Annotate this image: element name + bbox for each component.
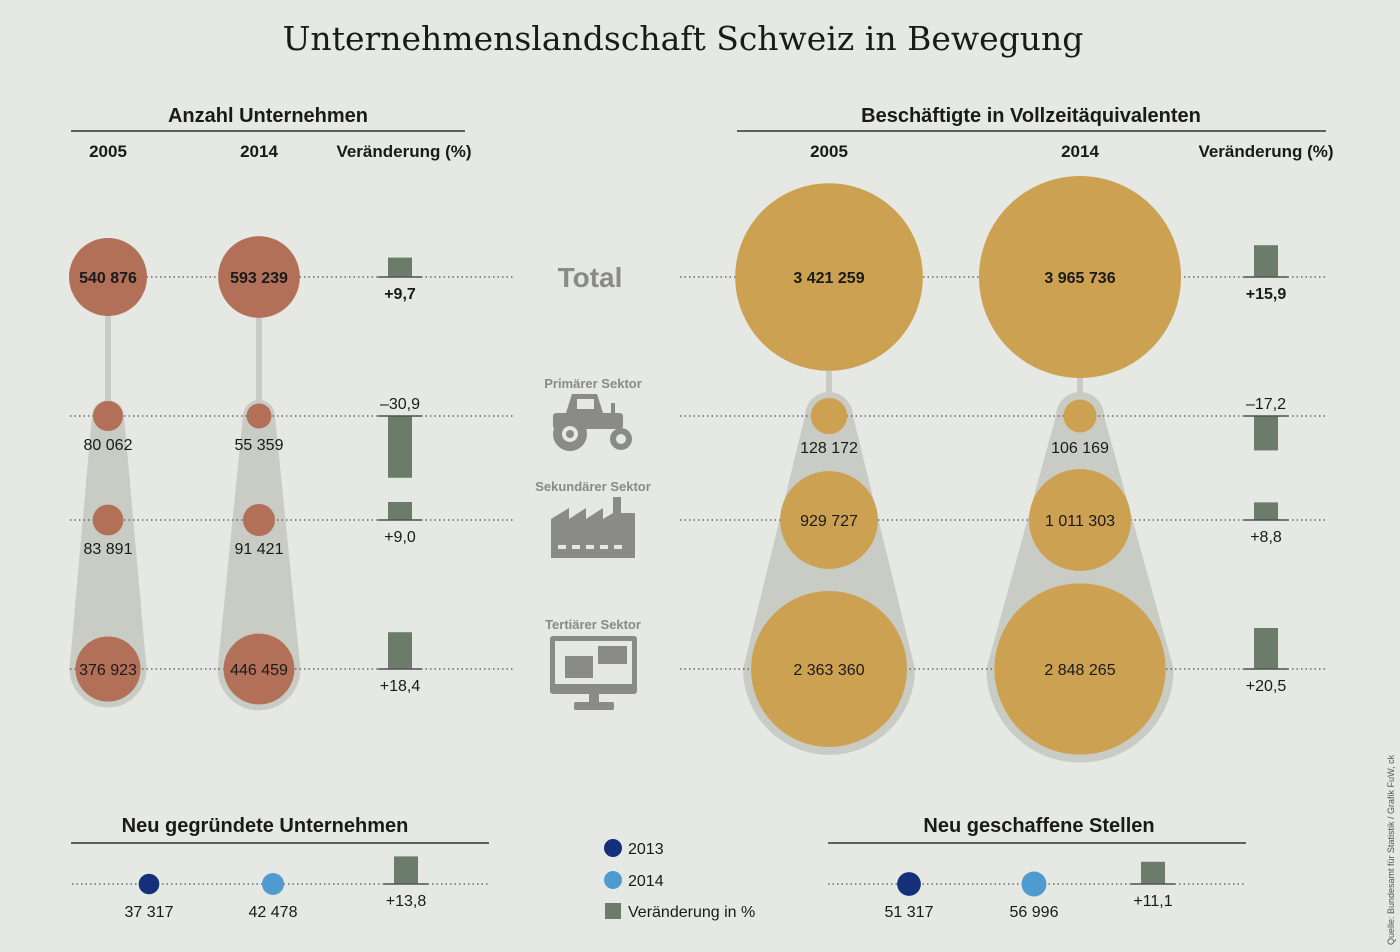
value-firms-2005-3: 376 923	[79, 662, 137, 679]
change-bar-firms-1	[388, 416, 412, 478]
value-jobs-2014-1: 106 169	[1051, 440, 1109, 457]
legend-label-change: Veränderung in %	[628, 904, 755, 921]
change-label-new-jobs: +11,1	[1133, 893, 1172, 910]
bubble-jobs-2014-1	[1063, 399, 1097, 433]
bubble-jobs-2005-0	[735, 183, 923, 371]
bubble-jobs-2005-2	[780, 471, 878, 569]
value-new-jobs-2014: 56 996	[1010, 904, 1059, 921]
change-bars-layer	[378, 245, 1288, 885]
bubble-firms-2014-2	[242, 503, 276, 537]
change-label-firms-0: +9,7	[384, 286, 416, 303]
change-label-firms-1: –30,9	[380, 396, 420, 413]
value-jobs-2005-2: 929 727	[800, 513, 858, 530]
value-new-jobs-2013: 51 317	[885, 904, 934, 921]
firms-col-2005: 2005	[89, 142, 127, 161]
value-new-firms-2013: 37 317	[125, 904, 174, 921]
change-bar-firms-0	[388, 257, 412, 277]
value-jobs-2005-1: 128 172	[800, 440, 858, 457]
bubble-jobs-2014-2	[1028, 468, 1132, 572]
change-bar-firms-3	[388, 632, 412, 669]
jobs-col-change: Veränderung (%)	[1198, 142, 1333, 161]
connector-capsule-firms-2005	[69, 400, 147, 708]
new-jobs-heading: Neu geschaffene Stellen	[923, 815, 1154, 837]
value-firms-2014-0: 593 239	[230, 270, 288, 287]
firms-heading: Anzahl Unternehmen	[168, 105, 368, 127]
labels-layer: 540 876 80 062 83 891 376 923 593 239 55 359 9…	[79, 270, 1286, 921]
bubble-jobs-2005-3	[751, 591, 907, 747]
change-label-jobs-3: +20,5	[1246, 678, 1287, 695]
value-jobs-2014-0: 3 965 736	[1044, 270, 1115, 287]
source-note: Quelle: Bundesamt für Statistik / Grafik…	[1386, 754, 1396, 945]
row-label-total: Total	[558, 262, 623, 293]
bubble-firms-2014-1	[246, 403, 272, 429]
jobs-heading: Beschäftigte in Vollzeitäquivalenten	[861, 105, 1201, 127]
jobs-col-2014: 2014	[1061, 142, 1099, 161]
value-jobs-2014-2: 1 011 303	[1045, 513, 1115, 530]
change-label-jobs-0: +15,9	[1246, 286, 1287, 303]
value-firms-2005-1: 80 062	[84, 437, 133, 454]
bubble-jobs-2014-0	[979, 176, 1181, 378]
legend: 2013 2014 Veränderung in %	[604, 839, 755, 921]
bubble-jobs-2014-3	[994, 583, 1166, 755]
bubble-firms-2005-3	[75, 636, 141, 702]
value-firms-2014-1: 55 359	[235, 437, 284, 454]
change-label-firms-2: +9,0	[384, 529, 416, 546]
bubble-new-firms-2013	[138, 873, 160, 895]
connector-stem-jobs-2014	[1077, 376, 1083, 400]
change-label-jobs-1: –17,2	[1246, 396, 1286, 413]
change-bar-new-jobs	[1141, 861, 1165, 884]
connector-capsule-firms-2014	[217, 400, 301, 711]
value-new-firms-2014: 42 478	[249, 904, 298, 921]
connector-stem-firms-2005	[105, 314, 111, 404]
change-label-firms-3: +18,4	[380, 678, 421, 695]
jobs-col-2005: 2005	[810, 142, 848, 161]
change-bar-jobs-2	[1254, 502, 1278, 520]
factory-icon	[551, 497, 635, 558]
new-firms-heading: Neu gegründete Unternehmen	[122, 815, 409, 837]
value-firms-2005-0: 540 876	[79, 270, 137, 287]
value-jobs-2014-3: 2 848 265	[1044, 662, 1115, 679]
change-bar-jobs-1	[1254, 416, 1278, 451]
bubble-jobs-2005-1	[810, 397, 848, 435]
bubble-new-jobs-2014	[1021, 871, 1047, 897]
value-jobs-2005-0: 3 421 259	[793, 270, 864, 287]
bubbles-layer	[69, 176, 1181, 897]
bubble-firms-2005-0	[69, 238, 147, 316]
change-bar-jobs-3	[1254, 628, 1278, 669]
page-title: Unternehmenslandschaft Schweiz in Bewegu…	[283, 19, 1084, 58]
change-bar-jobs-0	[1254, 245, 1278, 277]
legend-label-2013: 2013	[628, 841, 664, 858]
row-label-primary: Primärer Sektor	[544, 376, 642, 391]
row-label-secondary: Sekundärer Sektor	[535, 479, 651, 494]
change-label-jobs-2: +8,8	[1250, 529, 1282, 546]
change-bar-new-firms	[394, 856, 418, 884]
firms-col-2014: 2014	[240, 142, 278, 161]
value-firms-2014-2: 91 421	[235, 541, 284, 558]
value-firms-2014-3: 446 459	[230, 662, 288, 679]
tractor-icon	[553, 394, 632, 451]
bubble-firms-2014-3	[223, 633, 295, 705]
bubble-firms-2005-2	[92, 504, 124, 536]
bubble-firms-2014-0	[218, 236, 300, 318]
legend-label-2014: 2014	[628, 873, 664, 890]
bubble-firms-2005-1	[92, 400, 124, 432]
legend-swatch-2013	[604, 839, 622, 857]
firms-col-change: Veränderung (%)	[336, 142, 471, 161]
row-label-tertiary: Tertiärer Sektor	[545, 617, 641, 632]
connector-stem-jobs-2005	[826, 368, 832, 400]
value-jobs-2005-3: 2 363 360	[793, 662, 864, 679]
value-firms-2005-2: 83 891	[84, 541, 133, 558]
change-bar-firms-2	[388, 502, 412, 520]
monitor-icon	[550, 636, 637, 710]
bubble-new-firms-2014	[262, 873, 284, 895]
bubble-new-jobs-2013	[897, 872, 921, 896]
legend-swatch-change	[605, 903, 621, 919]
change-label-new-firms: +13,8	[386, 893, 427, 910]
legend-swatch-2014	[604, 871, 622, 889]
connector-stem-firms-2014	[256, 315, 262, 404]
